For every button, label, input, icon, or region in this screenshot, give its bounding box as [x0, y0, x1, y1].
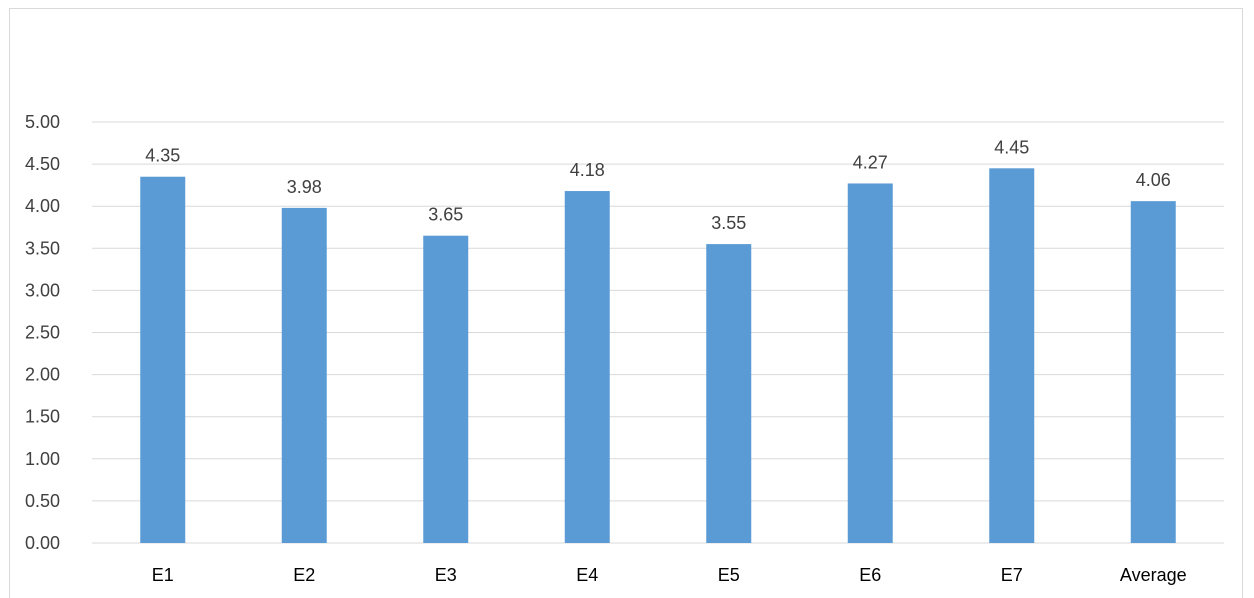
data-label: 4.27	[853, 152, 888, 172]
bar-e4	[564, 191, 610, 543]
data-label: 3.98	[287, 177, 322, 197]
y-tick-label: 0.50	[25, 491, 60, 511]
y-tick-label: 5.00	[25, 112, 60, 132]
x-category-label: Average	[1120, 565, 1187, 585]
y-tick-label: 1.00	[25, 449, 60, 469]
bar-e1	[140, 176, 186, 544]
y-tick-label: 3.00	[25, 280, 60, 300]
x-category-label: E7	[1001, 565, 1023, 585]
x-category-label: E4	[576, 565, 598, 585]
y-tick-label: 1.50	[25, 407, 60, 427]
bar-average	[1130, 201, 1176, 543]
data-label: 4.45	[994, 137, 1029, 157]
y-tick-label: 4.00	[25, 196, 60, 216]
x-category-label: E2	[293, 565, 315, 585]
y-tick-label: 2.00	[25, 365, 60, 385]
x-category-label: E1	[152, 565, 174, 585]
data-label: 4.35	[145, 146, 180, 166]
x-category-label: E6	[859, 565, 881, 585]
y-tick-label: 3.50	[25, 238, 60, 258]
data-label: 3.65	[428, 205, 463, 225]
bar-e6	[847, 183, 893, 543]
y-tick-label: 2.50	[25, 323, 60, 343]
y-tick-label: 0.00	[25, 533, 60, 553]
y-tick-label: 4.50	[25, 154, 60, 174]
chart-frame	[9, 8, 1243, 598]
data-label: 4.18	[570, 160, 605, 180]
bar-e2	[281, 207, 327, 543]
bar-e5	[706, 244, 752, 543]
data-label: 3.55	[711, 213, 746, 233]
data-label: 4.06	[1136, 170, 1171, 190]
bar-e7	[989, 168, 1035, 543]
bar-e3	[423, 235, 469, 544]
x-category-label: E5	[718, 565, 740, 585]
x-category-label: E3	[435, 565, 457, 585]
